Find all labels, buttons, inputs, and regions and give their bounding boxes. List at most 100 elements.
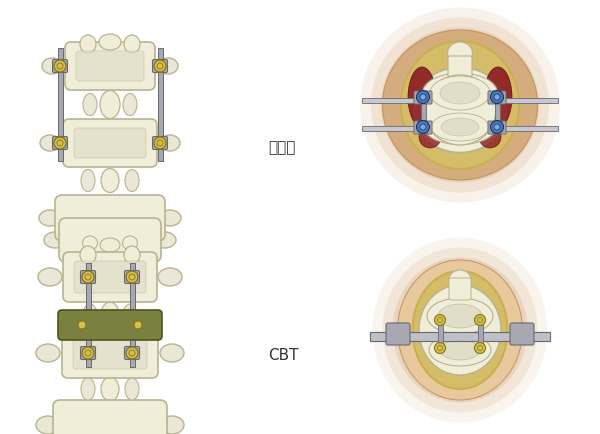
Circle shape [434,315,445,326]
Circle shape [82,347,94,359]
Bar [362,126,417,131]
FancyBboxPatch shape [59,218,161,262]
Ellipse shape [101,302,119,328]
Ellipse shape [430,76,490,110]
Ellipse shape [398,260,523,400]
Ellipse shape [42,58,62,74]
Ellipse shape [124,35,140,53]
Ellipse shape [154,232,176,248]
Ellipse shape [129,59,147,73]
FancyBboxPatch shape [63,252,157,302]
Bar [362,98,417,103]
Bar [437,320,443,348]
Ellipse shape [449,270,471,290]
Ellipse shape [83,93,97,115]
Circle shape [494,124,500,130]
Circle shape [491,121,503,134]
FancyBboxPatch shape [386,323,410,345]
Ellipse shape [440,82,480,104]
Ellipse shape [422,73,497,113]
Ellipse shape [44,232,66,248]
FancyBboxPatch shape [74,128,146,158]
Ellipse shape [101,168,119,193]
Circle shape [154,60,166,72]
Ellipse shape [81,170,95,191]
Bar [478,320,482,348]
Ellipse shape [125,170,139,191]
Ellipse shape [381,27,539,183]
FancyBboxPatch shape [80,270,95,283]
Ellipse shape [100,238,120,252]
Ellipse shape [438,304,482,328]
Ellipse shape [71,136,89,150]
Ellipse shape [413,271,508,389]
Ellipse shape [73,59,91,73]
Ellipse shape [99,34,121,50]
Ellipse shape [160,344,184,362]
Circle shape [82,271,94,283]
Circle shape [416,91,430,103]
Circle shape [54,60,66,72]
FancyBboxPatch shape [80,346,95,359]
Circle shape [54,137,66,149]
Ellipse shape [83,304,97,326]
Bar [421,97,425,127]
Bar [86,263,91,367]
Ellipse shape [159,210,181,226]
Bar [503,126,558,131]
Ellipse shape [429,334,491,366]
FancyBboxPatch shape [449,278,471,300]
Ellipse shape [424,75,496,145]
Circle shape [416,121,430,134]
Ellipse shape [424,109,496,145]
Circle shape [126,347,138,359]
Ellipse shape [38,268,62,286]
FancyBboxPatch shape [53,137,67,149]
Ellipse shape [125,378,139,400]
Circle shape [434,342,445,354]
Ellipse shape [401,41,519,169]
Circle shape [154,137,166,149]
Ellipse shape [408,67,436,127]
Ellipse shape [123,93,137,115]
FancyBboxPatch shape [76,51,144,81]
FancyBboxPatch shape [53,59,67,72]
Circle shape [475,315,485,326]
Text: CBT: CBT [268,348,299,362]
Ellipse shape [158,268,182,286]
Circle shape [491,91,503,103]
Ellipse shape [441,118,479,136]
FancyBboxPatch shape [58,310,162,340]
FancyBboxPatch shape [488,121,506,134]
Ellipse shape [360,7,560,203]
FancyBboxPatch shape [55,195,165,241]
Ellipse shape [484,67,512,127]
FancyBboxPatch shape [125,346,139,359]
Ellipse shape [371,17,549,193]
Ellipse shape [39,210,61,226]
Ellipse shape [124,246,140,264]
Bar [157,48,163,161]
FancyBboxPatch shape [63,119,157,167]
Ellipse shape [36,344,60,362]
FancyBboxPatch shape [488,91,506,104]
Ellipse shape [413,68,508,152]
FancyBboxPatch shape [414,91,432,104]
Bar [370,332,550,341]
Circle shape [420,124,426,130]
Bar [58,48,62,161]
Ellipse shape [383,30,538,180]
Ellipse shape [392,257,527,402]
Ellipse shape [419,285,501,375]
Ellipse shape [435,80,485,106]
Ellipse shape [101,377,119,401]
Ellipse shape [427,298,493,334]
FancyBboxPatch shape [152,137,167,149]
Text: 従来法: 従来法 [268,141,295,155]
FancyBboxPatch shape [125,270,139,283]
FancyBboxPatch shape [62,328,158,378]
Ellipse shape [419,126,441,148]
FancyBboxPatch shape [65,42,155,90]
Circle shape [475,342,485,354]
Ellipse shape [160,416,184,434]
